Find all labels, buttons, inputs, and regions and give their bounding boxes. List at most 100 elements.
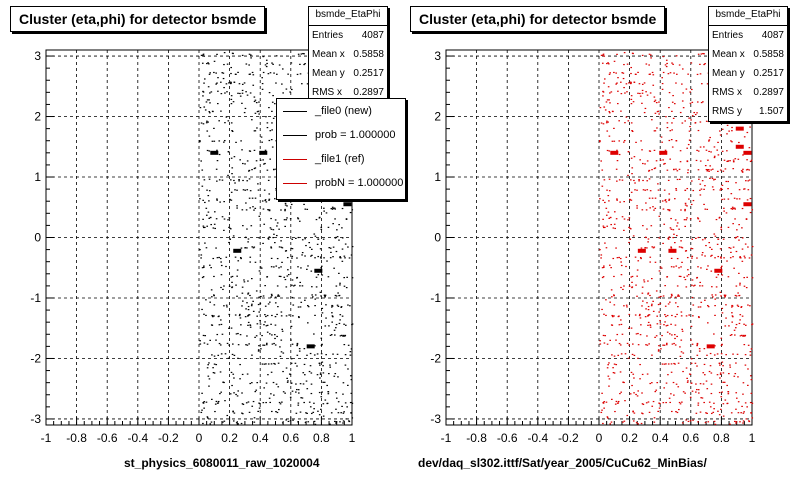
scatter-point [721, 184, 724, 186]
scatter-point [641, 392, 643, 394]
scatter-point [322, 238, 325, 240]
scatter-point [616, 257, 619, 259]
scatter-point [264, 199, 267, 201]
scatter-point [319, 373, 322, 375]
scatter-point [624, 122, 626, 124]
scatter-point [615, 83, 617, 85]
scatter-point [336, 236, 339, 238]
scatter-point [720, 295, 722, 297]
scatter-point [663, 189, 666, 191]
scatter-point [714, 257, 716, 259]
scatter-point [748, 420, 750, 422]
scatter-point [700, 397, 702, 399]
scatter-point [703, 188, 705, 190]
scatter-point [609, 216, 612, 219]
scatter-point [635, 333, 638, 335]
scatter-point [671, 314, 673, 317]
scatter-point [675, 265, 678, 267]
scatter-point [301, 239, 304, 241]
scatter-point [641, 373, 644, 376]
scatter-point [232, 420, 235, 422]
scatter-point [252, 206, 254, 208]
scatter-point [226, 414, 229, 417]
scatter-point [242, 225, 244, 227]
scatter-point [202, 53, 205, 55]
scatter-point [276, 225, 278, 227]
scatter-point [729, 366, 732, 368]
scatter-point [208, 362, 210, 364]
scatter-point [229, 198, 231, 200]
scatter-point [258, 345, 260, 347]
scatter-point [684, 202, 687, 204]
scatter-point [603, 407, 605, 409]
right-histogram-pane: -1 -0.8 -0.6 -0.4 -0.2 0 0.2 0.4 0.6 0.8 1 3 2 1 0 -1 -2… [400, 0, 800, 480]
scatter-point [731, 141, 733, 143]
scatter-point [317, 238, 320, 240]
scatter-point [257, 189, 260, 191]
scatter-point [317, 274, 320, 276]
scatter-point [751, 209, 754, 211]
scatter-point [231, 167, 234, 169]
scatter-point [673, 334, 676, 336]
scatter-point [615, 168, 618, 170]
scatter-point [205, 314, 207, 317]
scatter-point [711, 177, 714, 180]
scatter-point [209, 423, 212, 425]
scatter-point [201, 185, 204, 187]
scatter-point [720, 344, 723, 346]
scatter-point [739, 284, 741, 286]
scatter-point [663, 363, 666, 365]
scatter-point [699, 285, 701, 287]
scatter-point [620, 323, 623, 326]
scatter-point [201, 308, 203, 311]
scatter-point [240, 257, 242, 260]
scatter-point [647, 321, 650, 324]
scatter-point [706, 388, 709, 390]
x-tick-label: -1 [441, 431, 452, 445]
scatter-point [630, 276, 633, 278]
scatter-point [246, 160, 249, 162]
scatter-point [246, 335, 248, 337]
y-tick-label: 1 [34, 170, 41, 184]
scatter-point [710, 248, 713, 250]
scatter-point [269, 72, 272, 74]
hotspot-point [743, 202, 752, 207]
scatter-point [311, 254, 313, 256]
scatter-point [261, 77, 263, 79]
scatter-point [653, 96, 656, 98]
scatter-point [213, 211, 216, 213]
scatter-point [668, 198, 671, 200]
scatter-point [240, 324, 242, 326]
scatter-point [289, 396, 292, 398]
scatter-point [665, 201, 668, 203]
scatter-point [746, 159, 748, 161]
scatter-point [336, 353, 339, 355]
scatter-point [284, 202, 287, 204]
right-stats-label: RMS x [712, 87, 742, 98]
scatter-point [272, 63, 274, 65]
scatter-point [241, 54, 244, 57]
scatter-point [647, 170, 650, 172]
scatter-point [252, 400, 255, 403]
scatter-point [713, 408, 715, 410]
scatter-point [290, 62, 293, 64]
y-tick-label: -3 [30, 412, 41, 426]
y-tick-label: -1 [430, 291, 441, 305]
scatter-point [750, 348, 753, 350]
scatter-point [714, 298, 717, 300]
scatter-point [699, 183, 702, 185]
scatter-point [289, 218, 292, 220]
scatter-point [303, 53, 305, 55]
left-stats-label: RMS x [312, 87, 342, 98]
scatter-point [333, 375, 336, 377]
scatter-point [652, 84, 655, 86]
scatter-point [667, 237, 669, 239]
scatter-point [291, 279, 294, 281]
scatter-point [727, 276, 730, 278]
scatter-point [247, 324, 249, 326]
scatter-point [240, 247, 243, 249]
scatter-point [703, 401, 705, 404]
scatter-point [623, 218, 626, 220]
scatter-point [215, 72, 217, 74]
scatter-point [712, 296, 714, 298]
